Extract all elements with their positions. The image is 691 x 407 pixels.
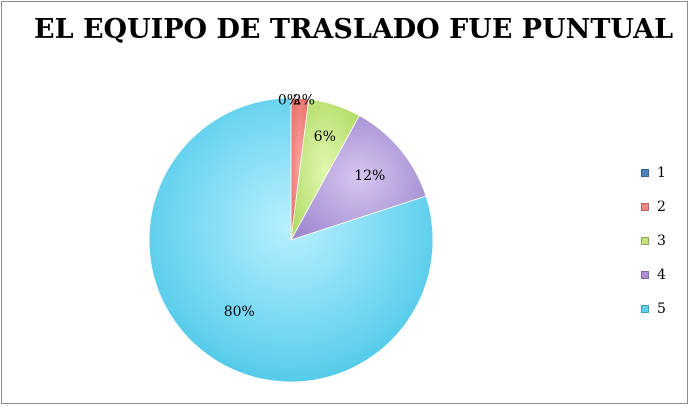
data-label-5: 80% [224, 304, 255, 320]
legend-label-1: 1 [657, 165, 666, 181]
legend-swatch-4 [641, 271, 649, 279]
pie-slice-5 [148, 97, 434, 383]
legend-label-4: 4 [657, 267, 666, 283]
data-label-3: 6% [314, 129, 336, 145]
legend-swatch-5 [641, 305, 649, 313]
legend-swatch-1 [641, 169, 649, 177]
legend-swatch-2 [641, 203, 649, 211]
legend-label-5: 5 [657, 301, 666, 317]
pie-slice-4 [290, 115, 427, 241]
legend-label-2: 2 [657, 199, 666, 215]
chart-title: EL EQUIPO DE TRASLADO FUE PUNTUAL [34, 14, 674, 45]
data-label-4: 12% [354, 168, 385, 184]
legend-swatch-3 [641, 237, 649, 245]
legend-label-3: 3 [657, 233, 666, 249]
data-label-1: 0% [278, 92, 300, 108]
data-label-2: 2% [293, 93, 315, 109]
